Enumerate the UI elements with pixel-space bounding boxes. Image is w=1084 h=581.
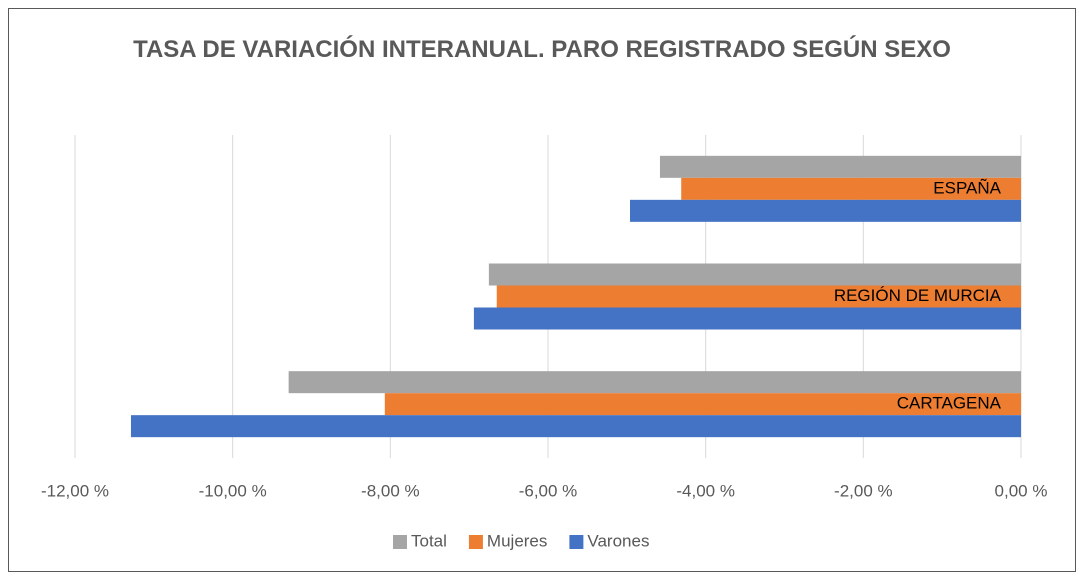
x-tick-label: -12,00 % <box>41 481 109 500</box>
bar <box>496 285 1022 308</box>
category-label: CARTAGENA <box>897 394 1002 413</box>
legend-swatch <box>569 535 584 549</box>
x-tick-label: -10,00 % <box>199 481 267 500</box>
legend-label: Mujeres <box>487 531 547 550</box>
chart-title: TASA DE VARIACIÓN INTERANUAL. PARO REGIS… <box>133 36 951 63</box>
x-tick-label: -8,00 % <box>361 481 420 500</box>
bar <box>681 177 1021 200</box>
chart-border <box>8 8 1076 572</box>
bar <box>384 393 1021 416</box>
bar <box>473 307 1021 330</box>
bar <box>629 199 1021 222</box>
bar <box>659 155 1021 178</box>
bar <box>130 415 1021 438</box>
x-tick-label: 0,00 % <box>995 481 1048 500</box>
legend-label: Total <box>411 531 447 550</box>
x-tick-label: -6,00 % <box>519 481 578 500</box>
category-label: REGIÓN DE MURCIA <box>834 286 1002 305</box>
x-tick-label: -4,00 % <box>676 481 735 500</box>
legend-swatch <box>393 535 407 549</box>
legend-label: Varones <box>587 531 649 550</box>
category-label: ESPAÑA <box>933 178 1001 197</box>
x-tick-label: -2,00 % <box>834 481 893 500</box>
bar <box>288 371 1022 394</box>
legend-swatch <box>468 535 483 549</box>
bar <box>488 263 1021 286</box>
